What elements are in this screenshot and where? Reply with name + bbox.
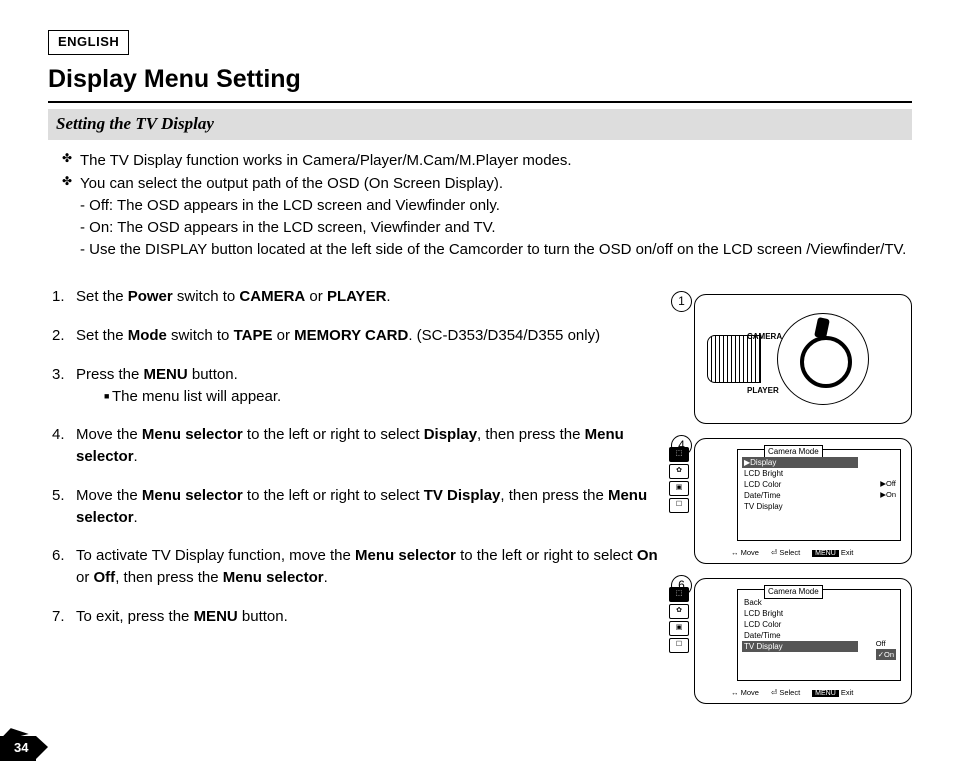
dial-label-player: PLAYER bbox=[747, 385, 779, 397]
step-item: Press the MENU button. ■ The menu list w… bbox=[48, 364, 668, 408]
menu-item: LCD Bright bbox=[742, 608, 858, 619]
menu-item: Date/Time bbox=[742, 490, 858, 501]
menu-footer: ↔ Move ⏎ Select MENU Exit bbox=[731, 548, 901, 559]
option-off: Off bbox=[876, 638, 896, 649]
menu-category-icons: ⬚ ✿ ▣ ☐ bbox=[669, 447, 689, 515]
manual-page: ENGLISH Display Menu Setting Setting the… bbox=[0, 0, 954, 779]
figure-menu-display: 4 ⬚ ✿ ▣ ☐ Camera Mode ▶Display LCD Brigh… bbox=[694, 438, 912, 564]
figure-dial: 1 CAMERA PLAYER bbox=[694, 294, 912, 424]
osd-menu-shell: Camera Mode ▶Display LCD Bright LCD Colo… bbox=[737, 449, 901, 541]
footer-hint: MENU Exit bbox=[812, 548, 853, 559]
footer-hint: ↔ Move bbox=[731, 688, 759, 699]
intro-item: The TV Display function works in Camera/… bbox=[48, 150, 912, 172]
menu-footer: ↔ Move ⏎ Select MENU Exit bbox=[731, 688, 901, 699]
osd-menu-shell: Camera Mode Back LCD Bright LCD Color Da… bbox=[737, 589, 901, 681]
category-icon: ⬚ bbox=[669, 447, 689, 462]
category-icon: ✿ bbox=[669, 464, 689, 479]
step-item: Set the Power switch to CAMERA or PLAYER… bbox=[48, 286, 668, 308]
category-icon: ☐ bbox=[669, 498, 689, 513]
menu-item-list: Back LCD Bright LCD Color Date/Time TV D… bbox=[742, 597, 858, 652]
step-item: Set the Mode switch to TAPE or MEMORY CA… bbox=[48, 325, 668, 347]
category-icon: ⬚ bbox=[669, 587, 689, 602]
menu-options: Off ✓On bbox=[876, 638, 896, 660]
step-item: To exit, press the MENU button. bbox=[48, 606, 668, 628]
menu-item: LCD Bright bbox=[742, 468, 858, 479]
menu-item-list: ▶Display LCD Bright LCD Color Date/Time … bbox=[742, 457, 858, 512]
intro-subitem: - On: The OSD appears in the LCD screen,… bbox=[80, 217, 912, 239]
menu-item: LCD Color bbox=[742, 619, 858, 630]
menu-item: TV Display bbox=[742, 501, 858, 512]
section-subtitle: Setting the TV Display bbox=[48, 109, 912, 140]
intro-subitem: - Off: The OSD appears in the LCD screen… bbox=[80, 195, 912, 217]
menu-item: ▶Display bbox=[742, 457, 858, 468]
dial-label-camera: CAMERA bbox=[747, 331, 782, 343]
footer-hint: ↔ Move bbox=[731, 548, 759, 559]
footer-hint: MENU Exit bbox=[812, 688, 853, 699]
menu-item: TV Display bbox=[742, 641, 858, 652]
intro-subitem: - Use the DISPLAY button located at the … bbox=[80, 239, 912, 261]
step-subitem: ■ The menu list will appear. bbox=[76, 386, 668, 408]
page-title: Display Menu Setting bbox=[48, 61, 912, 103]
category-icon: ✿ bbox=[669, 604, 689, 619]
footer-hint: ⏎ Select bbox=[771, 688, 800, 699]
menu-item: Back bbox=[742, 597, 858, 608]
option-off: ▶Off bbox=[880, 478, 896, 489]
option-on: ▶On bbox=[880, 489, 896, 500]
intro-text: You can select the output path of the OS… bbox=[80, 175, 503, 192]
category-icon: ▣ bbox=[669, 621, 689, 636]
option-on: ✓On bbox=[876, 649, 896, 660]
intro-list: The TV Display function works in Camera/… bbox=[48, 150, 912, 261]
category-icon: ▣ bbox=[669, 481, 689, 496]
figure-menu-tvdisplay: 6 ⬚ ✿ ▣ ☐ Camera Mode Back LCD Bright LC… bbox=[694, 578, 912, 704]
step-item: Move the Menu selector to the left or ri… bbox=[48, 485, 668, 529]
intro-item: You can select the output path of the OS… bbox=[48, 173, 912, 260]
page-number-badge: 34 bbox=[0, 736, 36, 761]
menu-item: Date/Time bbox=[742, 630, 858, 641]
menu-options: ▶Off ▶On bbox=[880, 478, 896, 500]
figure-number-badge: 1 bbox=[671, 291, 692, 312]
menu-item: LCD Color bbox=[742, 479, 858, 490]
step-item: To activate TV Display function, move th… bbox=[48, 545, 668, 589]
figures-column: 1 CAMERA PLAYER 4 ⬚ ✿ ▣ ☐ Camera Mode ▶D… bbox=[694, 294, 912, 718]
square-bullet-icon: ■ bbox=[104, 391, 112, 401]
footer-hint: ⏎ Select bbox=[771, 548, 800, 559]
menu-category-icons: ⬚ ✿ ▣ ☐ bbox=[669, 587, 689, 655]
mode-dial-icon bbox=[777, 313, 869, 405]
step-item: Move the Menu selector to the left or ri… bbox=[48, 424, 668, 468]
language-badge: ENGLISH bbox=[48, 30, 129, 55]
steps-list: Set the Power switch to CAMERA or PLAYER… bbox=[48, 286, 668, 627]
category-icon: ☐ bbox=[669, 638, 689, 653]
